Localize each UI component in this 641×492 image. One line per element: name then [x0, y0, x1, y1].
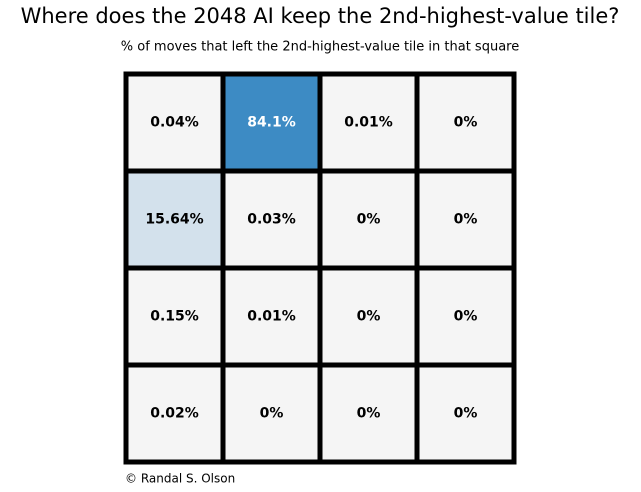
cell-label: 0.03% [247, 212, 296, 228]
cell-label: 0% [454, 309, 478, 325]
chart-title: Where does the 2048 AI keep the 2nd-high… [21, 4, 620, 28]
heatmap-cell [414, 362, 517, 465]
cell-label: 0.04% [150, 115, 199, 131]
cell-label: 0.15% [150, 309, 199, 325]
chart-subtitle: % of moves that left the 2nd-highest-val… [121, 40, 519, 55]
cell-label: 0.02% [150, 406, 199, 422]
cell-label: 0% [260, 406, 284, 422]
heatmap-cell [220, 265, 323, 368]
credit: © Randal S. Olson [125, 472, 235, 486]
cell-label: 0% [454, 212, 478, 228]
cell-label: 0% [357, 309, 381, 325]
heatmap-cell [123, 362, 226, 465]
heatmap-cell [414, 168, 517, 271]
cell-label: 15.64% [145, 212, 203, 228]
cell-label: 0.01% [247, 309, 296, 325]
cell-label: 0% [454, 406, 478, 422]
cell-label: 0.01% [344, 115, 393, 131]
cell-label: 84.1% [247, 115, 296, 131]
heatmap-cell [414, 71, 517, 174]
cell-label: 0% [357, 212, 381, 228]
cell-label: 0% [357, 406, 381, 422]
cell-label: 0% [454, 115, 478, 131]
